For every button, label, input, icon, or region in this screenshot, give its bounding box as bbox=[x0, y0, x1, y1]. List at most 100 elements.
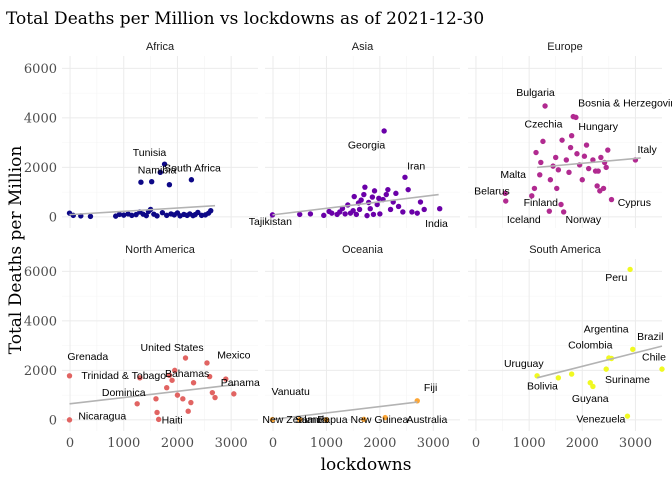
data-point bbox=[436, 205, 443, 212]
data-point bbox=[269, 416, 276, 423]
chart-title: Total Deaths per Million vs lockdowns as… bbox=[6, 9, 484, 29]
panel-europe: Europe Bulgaria Bosnia & Herzegovina Czechi… bbox=[468, 41, 672, 228]
data-point bbox=[417, 199, 424, 205]
data-point bbox=[566, 169, 572, 176]
data-point bbox=[400, 209, 406, 215]
point-label: Uruguay bbox=[504, 358, 544, 370]
data-point bbox=[540, 138, 546, 145]
data-point bbox=[370, 211, 377, 218]
data-point bbox=[164, 384, 170, 391]
point-label: Grenada bbox=[67, 351, 108, 363]
data-point bbox=[376, 195, 382, 202]
data-point bbox=[603, 366, 609, 372]
data-point bbox=[537, 172, 543, 178]
data-point bbox=[321, 212, 327, 219]
point-label: Italy bbox=[637, 144, 657, 156]
point-label: South Africa bbox=[164, 162, 221, 174]
data-point bbox=[209, 389, 216, 396]
point-label: Mexico bbox=[217, 349, 250, 361]
data-point bbox=[560, 209, 567, 215]
point-label: Vanuatu bbox=[271, 386, 309, 398]
data-point bbox=[297, 416, 303, 423]
data-point bbox=[161, 161, 168, 167]
x-tick-label: 1000 bbox=[107, 436, 140, 451]
y-tick-label: 2000 bbox=[24, 161, 57, 176]
data-point bbox=[358, 197, 364, 203]
data-point bbox=[555, 167, 562, 173]
data-point bbox=[195, 209, 201, 216]
point-label: Brazil bbox=[637, 331, 663, 343]
point-label: Finland bbox=[524, 197, 559, 209]
panel-north-america: North America Grenada Trinidad & Tobago Uni… bbox=[62, 244, 260, 431]
data-point bbox=[595, 168, 601, 174]
data-point bbox=[169, 377, 175, 383]
point-label: Georgia bbox=[348, 140, 386, 152]
panel-south-america: South America Peru Argentina Brazil Colombia… bbox=[468, 244, 666, 431]
y-tick-label: 0 bbox=[49, 413, 57, 428]
data-point bbox=[307, 211, 314, 217]
data-point bbox=[329, 210, 335, 216]
data-point bbox=[393, 190, 399, 197]
data-point bbox=[190, 380, 197, 386]
facet-title: Europe bbox=[547, 41, 582, 53]
data-point bbox=[164, 212, 170, 219]
point-label: Nicaragua bbox=[78, 411, 126, 423]
trend-line bbox=[272, 193, 439, 216]
facet-title: Oceania bbox=[342, 244, 384, 256]
data-point bbox=[568, 371, 575, 377]
point-label: Iceland bbox=[507, 214, 541, 226]
point-label: Panama bbox=[221, 377, 260, 389]
data-point bbox=[361, 416, 367, 423]
point-label: Chile bbox=[642, 351, 666, 363]
point-label: Venezuela bbox=[576, 413, 625, 425]
data-point bbox=[630, 346, 636, 353]
x-tick-label: 3000 bbox=[215, 436, 248, 451]
point-label: Argentina bbox=[584, 324, 629, 336]
data-point bbox=[297, 211, 303, 218]
y-tick-label: 4000 bbox=[24, 314, 57, 329]
data-point bbox=[362, 184, 368, 190]
x-tick-label: 3000 bbox=[417, 436, 450, 451]
data-point bbox=[323, 417, 330, 423]
point-label: Hungary bbox=[578, 121, 618, 133]
point-label: Australia bbox=[406, 414, 447, 426]
data-point bbox=[137, 375, 143, 381]
data-point bbox=[529, 193, 535, 199]
data-point bbox=[395, 203, 402, 210]
data-point bbox=[554, 185, 560, 192]
data-point bbox=[223, 376, 229, 382]
x-tick-label: 2000 bbox=[161, 436, 194, 451]
data-point bbox=[351, 193, 357, 200]
data-point bbox=[367, 205, 373, 212]
trend-line bbox=[537, 157, 641, 169]
point-label: Papua New Guinea bbox=[317, 414, 408, 426]
data-point bbox=[369, 194, 376, 200]
data-point bbox=[129, 212, 135, 219]
data-point bbox=[594, 183, 600, 189]
y-axis-ticks: 0 2000 4000 6000 0 2000 4000 6000 bbox=[24, 62, 57, 428]
data-point bbox=[414, 210, 420, 216]
data-point bbox=[382, 414, 388, 421]
data-point bbox=[153, 396, 159, 402]
point-label: India bbox=[425, 218, 448, 230]
data-point bbox=[134, 401, 140, 407]
data-point bbox=[66, 417, 73, 423]
point-label: Samoa bbox=[295, 414, 328, 426]
data-point bbox=[603, 164, 609, 171]
data-point bbox=[503, 198, 509, 204]
point-label: Guyana bbox=[572, 393, 609, 405]
data-point bbox=[409, 209, 415, 215]
data-point bbox=[166, 372, 173, 379]
data-point bbox=[70, 212, 76, 219]
data-point bbox=[208, 207, 214, 214]
point-label: Malta bbox=[500, 169, 526, 181]
data-point bbox=[269, 212, 276, 218]
y-tick-label: 0 bbox=[49, 210, 57, 225]
point-label: Belarus bbox=[474, 186, 510, 198]
data-point bbox=[533, 149, 539, 156]
point-label: Bolivia bbox=[527, 381, 558, 393]
point-label: Tajikistan bbox=[249, 216, 292, 228]
